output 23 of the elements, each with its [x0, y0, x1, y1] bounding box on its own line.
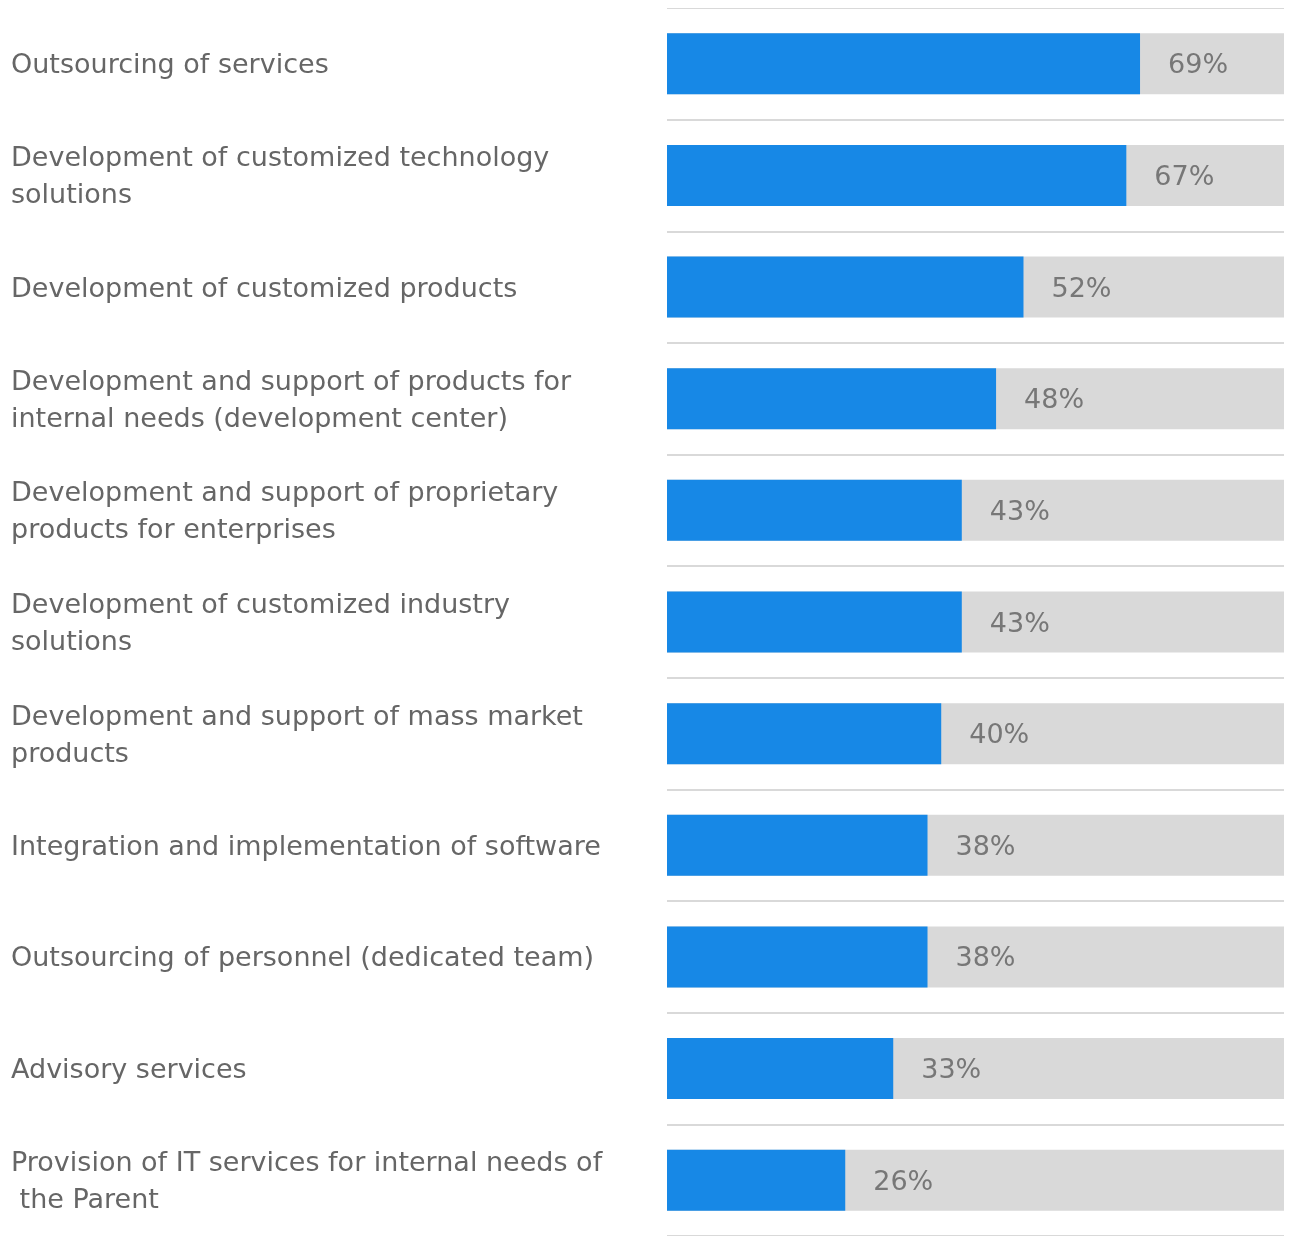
y-tick-label: Development of customized products	[11, 271, 518, 303]
data-label: 69%	[1168, 48, 1229, 80]
data-label: 48%	[1024, 383, 1085, 415]
data-label: 26%	[873, 1164, 934, 1196]
bar	[667, 1149, 846, 1211]
data-label: 43%	[989, 606, 1050, 638]
data-label: 67%	[1154, 159, 1215, 191]
y-tick-label: Outsourcing of personnel (dedicated team)	[11, 941, 595, 973]
data-label: 40%	[969, 718, 1030, 750]
y-tick-label: Outsourcing of services	[11, 48, 329, 80]
y-tick-label: Development of customized industry solutions	[11, 588, 519, 656]
y-tick-label: Provision of IT services for internal needs of the Parent	[11, 1146, 604, 1215]
data-label: 52%	[1051, 271, 1112, 303]
data-label: 38%	[955, 829, 1016, 861]
data-label: 38%	[955, 941, 1016, 973]
y-tick-label: Development of customized technology solutions	[11, 141, 558, 210]
y-tick-label: Development and support of proprietary products for enterprises	[11, 476, 567, 545]
y-tick-label: Integration and implementation of software	[11, 829, 601, 861]
y-tick-label: Advisory services	[11, 1053, 247, 1085]
y-tick-label: Development and support of mass market products	[11, 699, 592, 768]
data-label: 33%	[921, 1053, 982, 1085]
y-tick-label: Development and support of products for internal needs (development center)	[11, 364, 580, 433]
data-label: 43%	[989, 494, 1050, 526]
